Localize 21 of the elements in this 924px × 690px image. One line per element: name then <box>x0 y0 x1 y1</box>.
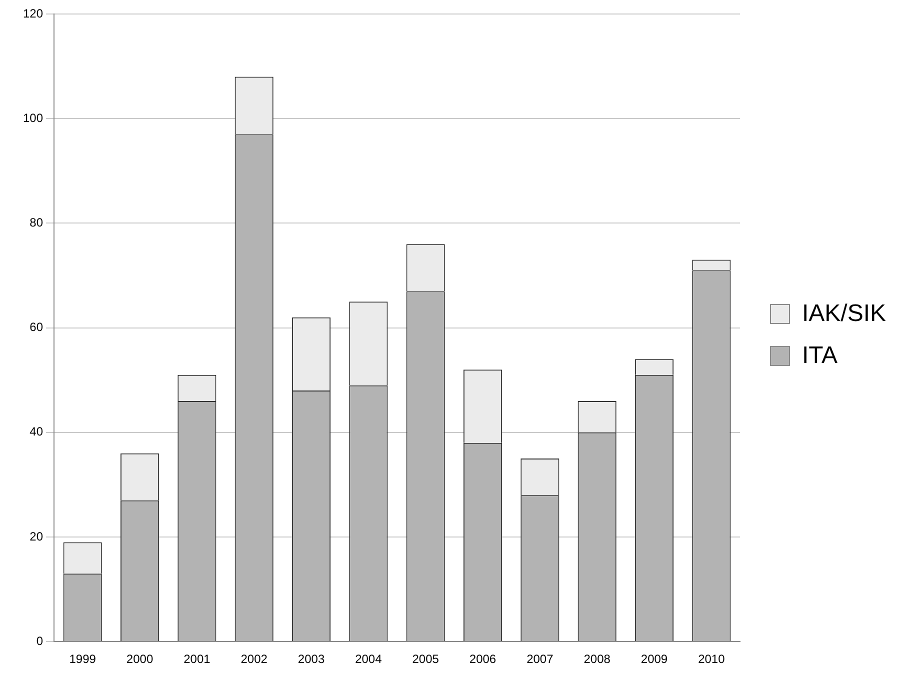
legend-label: IAK/SIK <box>802 300 886 328</box>
y-tick-label: 0 <box>36 634 44 648</box>
x-tick-label: 2006 <box>469 652 496 666</box>
y-tick-label: 60 <box>30 320 44 334</box>
y-tick-label: 20 <box>30 529 44 544</box>
y-tick-label: 100 <box>22 110 44 125</box>
x-tick-label: 1999 <box>69 652 96 666</box>
legend-label: ITA <box>802 342 838 370</box>
x-tick-label: 2003 <box>298 652 325 666</box>
x-tick-label: 2001 <box>184 652 211 666</box>
x-tick-label: 2000 <box>126 652 154 666</box>
x-tick-label: 2005 <box>412 652 440 666</box>
y-tick-label: 120 <box>22 6 44 20</box>
y-tick-label: 40 <box>30 424 44 439</box>
x-tick-label: 2009 <box>640 652 668 666</box>
x-tick-label: 2008 <box>584 652 611 666</box>
x-tick-label: 2007 <box>526 652 554 666</box>
x-tick-label: 2004 <box>355 652 382 666</box>
x-tick-label: 2002 <box>240 652 268 666</box>
y-tick-label: 80 <box>30 216 44 230</box>
x-tick-label: 2010 <box>698 652 726 666</box>
